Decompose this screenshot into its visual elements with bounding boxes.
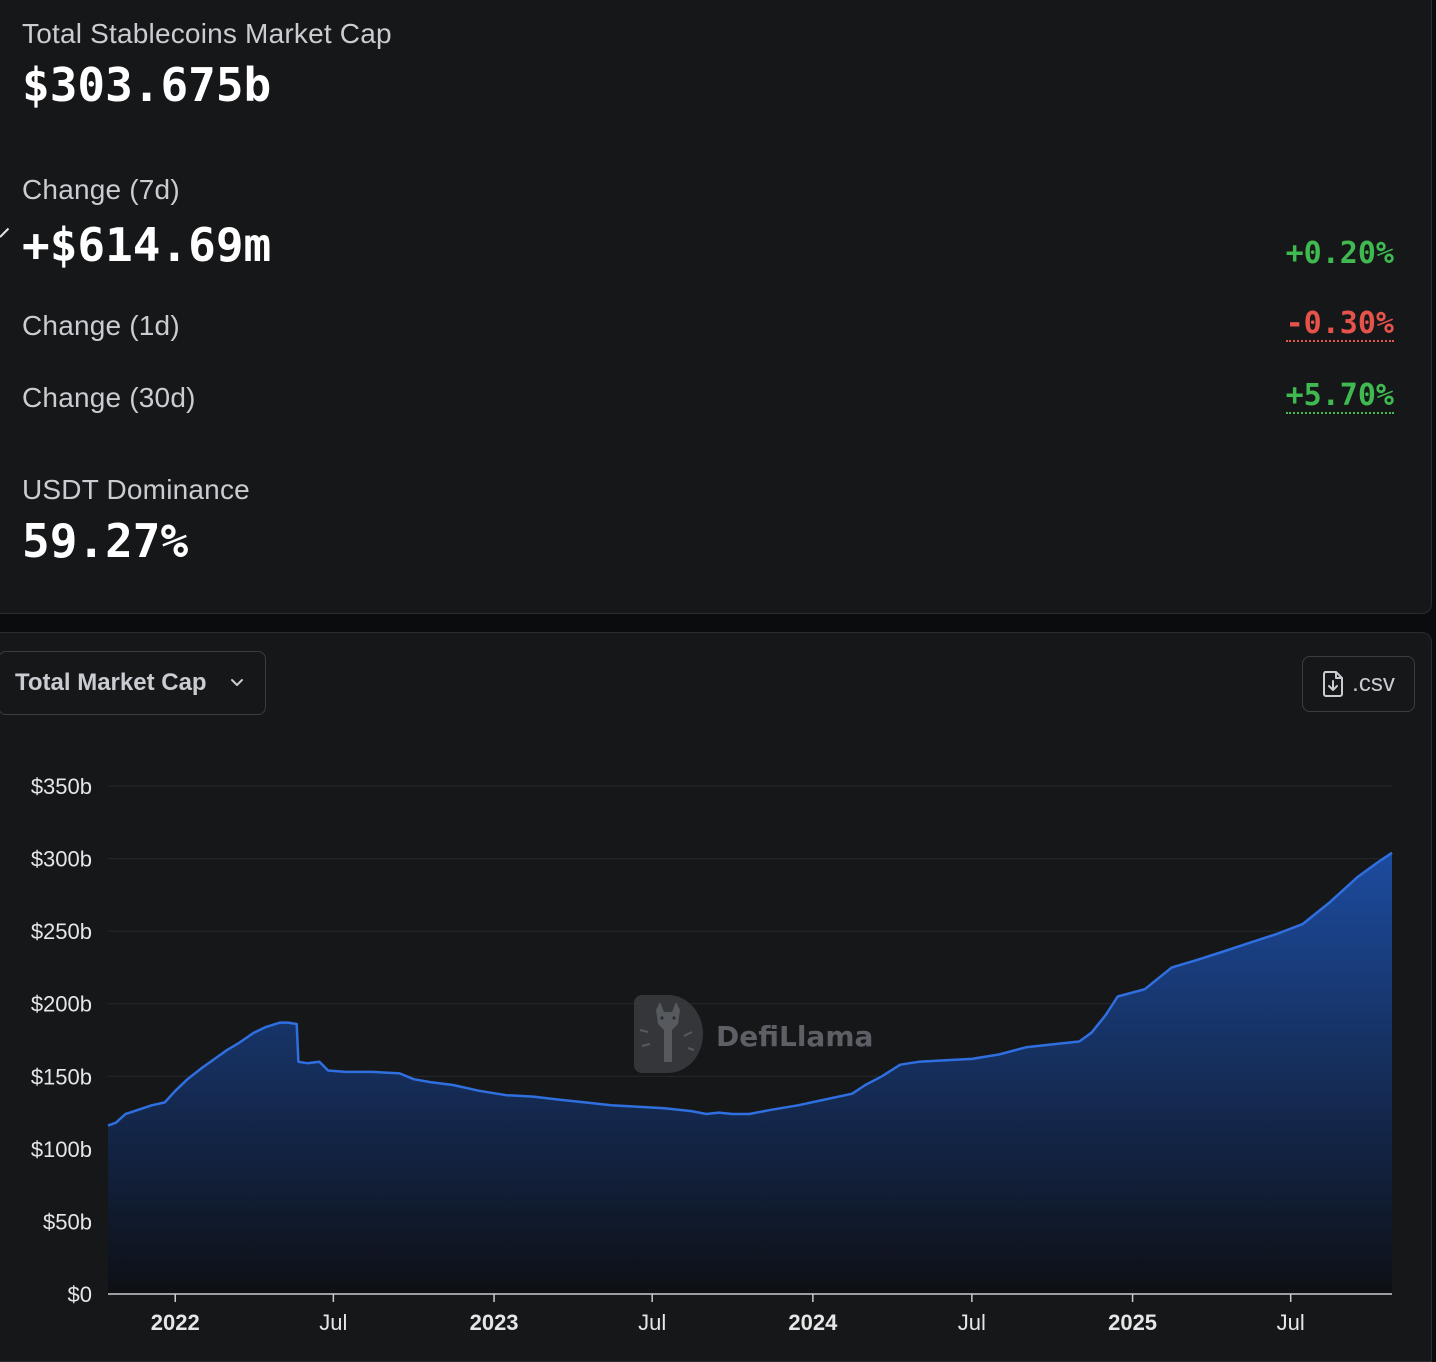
y-tick-label: $0 bbox=[68, 1282, 92, 1307]
x-tick-label: 2023 bbox=[470, 1310, 519, 1335]
llama-logo-icon bbox=[634, 995, 703, 1073]
y-tick-label: $150b bbox=[31, 1064, 92, 1089]
change-30d-label: Change (30d) bbox=[22, 382, 196, 413]
change-7d-label: Change (7d) bbox=[22, 174, 180, 205]
x-tick-label: Jul bbox=[319, 1310, 347, 1335]
change-1d-percent[interactable]: -0.30% bbox=[1285, 306, 1394, 342]
watermark: DefiLlama bbox=[634, 995, 873, 1073]
chevron-down-icon bbox=[231, 679, 243, 686]
series-area bbox=[108, 852, 1392, 1294]
stats-card bbox=[0, 0, 1432, 614]
x-tick-label: Jul bbox=[1277, 1310, 1305, 1335]
change-7d-percent: +0.20% bbox=[1285, 236, 1394, 271]
series-line bbox=[107, 851, 1393, 1127]
x-tick-label: 2024 bbox=[788, 1310, 838, 1335]
y-tick-label: $100b bbox=[31, 1137, 92, 1162]
metric-select[interactable]: Total Market Cap bbox=[0, 651, 266, 715]
change-30d-percent[interactable]: +5.70% bbox=[1285, 378, 1394, 414]
metric-select-label: Total Market Cap bbox=[15, 669, 207, 696]
csv-button-label: .csv bbox=[1352, 670, 1395, 697]
change-1d-label: Change (1d) bbox=[22, 310, 180, 341]
csv-download-button[interactable]: .csv bbox=[1302, 656, 1415, 712]
x-tick-label: 2025 bbox=[1108, 1310, 1157, 1335]
y-tick-label: $50b bbox=[43, 1209, 92, 1234]
x-tick-label: Jul bbox=[638, 1310, 666, 1335]
usdt-dominance-value: 59.27% bbox=[22, 514, 189, 568]
file-download-icon bbox=[1323, 671, 1344, 697]
x-tick-label: Jul bbox=[958, 1310, 986, 1335]
total-market-cap-value: $303.675b bbox=[22, 58, 272, 112]
y-tick-label: $300b bbox=[31, 847, 92, 872]
y-tick-label: $350b bbox=[31, 774, 92, 799]
change-7d-value: +$614.69m bbox=[22, 218, 272, 272]
y-tick-label: $200b bbox=[31, 992, 92, 1017]
usdt-dominance-label: USDT Dominance bbox=[22, 474, 250, 505]
y-tick-label: $250b bbox=[31, 919, 92, 944]
total-market-cap-label: Total Stablecoins Market Cap bbox=[22, 18, 392, 49]
watermark-text: DefiLlama bbox=[716, 1020, 873, 1053]
x-tick-label: 2022 bbox=[151, 1310, 200, 1335]
